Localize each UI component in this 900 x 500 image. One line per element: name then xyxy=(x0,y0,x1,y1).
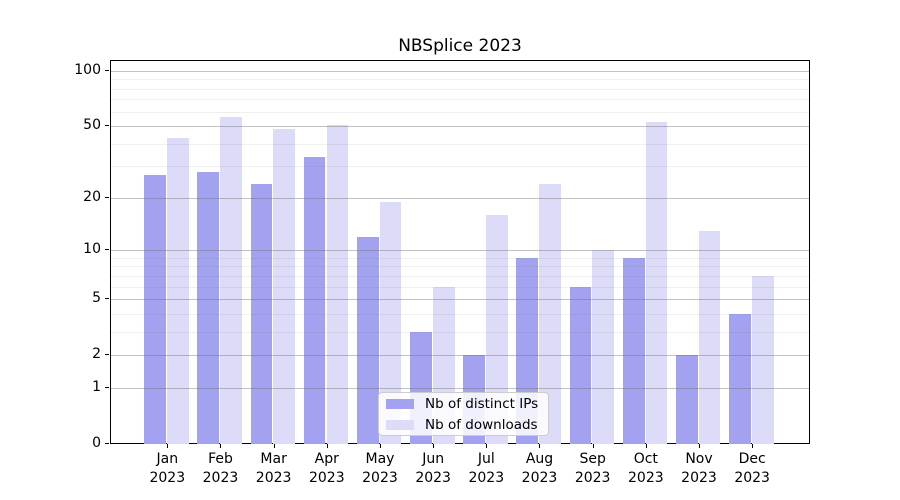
x-tick-label-mar: Mar 2023 xyxy=(255,451,292,486)
x-tick-label-jun: Jun 2023 xyxy=(415,451,451,486)
x-tick-label-aug: Aug 2023 xyxy=(521,451,558,486)
minor-gridline xyxy=(111,79,809,81)
bar-downloads-oct xyxy=(645,121,668,444)
minor-gridline xyxy=(111,313,809,315)
y-tick-mark xyxy=(105,298,109,300)
x-tick-mark xyxy=(433,444,435,448)
x-tick-mark xyxy=(379,444,381,448)
x-tick-mark xyxy=(592,444,594,448)
y-tick-label: 50 xyxy=(83,117,101,134)
bar-downloads-feb xyxy=(220,117,242,444)
y-tick-label: 1 xyxy=(92,378,101,395)
minor-gridline xyxy=(111,266,809,268)
x-tick-mark xyxy=(699,444,700,448)
x-tick-label-may: May 2023 xyxy=(362,451,398,486)
x-tick-label-jul: Jul 2023 xyxy=(468,451,505,486)
bar-downloads-jan xyxy=(167,138,189,444)
major-gridline xyxy=(111,70,809,72)
bar-distinct-ips-oct xyxy=(622,257,645,444)
bar-distinct-ips-sep xyxy=(569,286,592,444)
chart-title: NBSplice 2023 xyxy=(398,36,522,56)
x-tick-label-oct: Oct 2023 xyxy=(628,451,664,486)
x-tick-mark xyxy=(167,444,169,448)
y-tick-mark xyxy=(105,69,109,71)
minor-gridline xyxy=(111,286,809,288)
legend-row: Nb of distinct IPs xyxy=(386,396,541,412)
y-tick-mark xyxy=(105,249,109,251)
y-tick-label: 100 xyxy=(74,61,101,78)
bar-distinct-ips-jan xyxy=(144,174,166,444)
legend: Nb of distinct IPs Nb of downloads xyxy=(378,392,549,436)
minor-gridline xyxy=(111,166,809,168)
major-gridline xyxy=(111,197,809,199)
bar-downloads-sep xyxy=(592,250,615,444)
legend-patch-downloads xyxy=(386,419,414,430)
y-tick-mark xyxy=(105,386,109,388)
major-gridline xyxy=(111,387,809,389)
y-tick-label: 2 xyxy=(92,346,101,363)
minor-gridline xyxy=(111,99,809,101)
y-tick-mark xyxy=(105,354,109,356)
bar-downloads-may xyxy=(379,201,402,444)
y-tick-label: 0 xyxy=(92,435,101,451)
y-tick-label: 20 xyxy=(83,188,101,205)
minor-gridline xyxy=(111,143,809,145)
x-tick-mark xyxy=(752,444,754,448)
bar-distinct-ips-mar xyxy=(250,183,273,444)
x-tick-label-nov: Nov 2023 xyxy=(681,451,717,486)
x-tick-label-apr: Apr 2023 xyxy=(308,451,345,486)
minor-gridline xyxy=(111,257,809,259)
bar-distinct-ips-nov xyxy=(676,355,698,444)
y-tick-label: 5 xyxy=(92,290,101,307)
bar-downloads-nov xyxy=(698,230,721,444)
x-tick-label-dec: Dec 2023 xyxy=(734,451,770,486)
y-tick-mark xyxy=(105,125,109,127)
bar-distinct-ips-feb xyxy=(197,171,220,444)
x-tick-mark xyxy=(220,444,222,448)
y-tick-label: 10 xyxy=(83,241,101,258)
y-tick-mark xyxy=(105,443,109,444)
major-gridline xyxy=(111,250,809,252)
bar-downloads-mar xyxy=(273,129,296,444)
legend-label: Nb of distinct IPs xyxy=(425,395,539,412)
plot-area xyxy=(110,60,810,444)
x-tick-mark xyxy=(645,444,647,448)
bar-downloads-jul xyxy=(486,215,508,444)
minor-gridline xyxy=(111,88,809,90)
legend-label: Nb of downloads xyxy=(425,416,538,433)
legend-patch-distinct-ips xyxy=(386,398,414,409)
major-gridline xyxy=(111,126,809,128)
x-tick-label-feb: Feb 2023 xyxy=(202,451,239,486)
legend-row: Nb of downloads xyxy=(386,417,541,433)
x-tick-mark xyxy=(486,444,488,448)
minor-gridline xyxy=(111,331,809,333)
bar-distinct-ips-apr xyxy=(303,156,326,444)
x-tick-label-jan: Jan 2023 xyxy=(149,451,186,486)
x-tick-label-sep: Sep 2023 xyxy=(574,451,611,486)
x-tick-mark xyxy=(273,444,275,448)
y-tick-mark xyxy=(105,196,109,198)
bar-downloads-apr xyxy=(326,124,349,444)
major-gridline xyxy=(111,355,809,357)
major-gridline xyxy=(111,299,809,301)
x-tick-mark xyxy=(326,444,328,448)
bar-distinct-ips-dec xyxy=(729,313,751,444)
minor-gridline xyxy=(111,275,809,277)
bar-downloads-aug xyxy=(539,183,561,444)
bar-distinct-ips-may xyxy=(356,236,379,444)
minor-gridline xyxy=(111,111,809,113)
x-tick-mark xyxy=(539,444,541,448)
bar-downloads-dec xyxy=(751,275,774,444)
